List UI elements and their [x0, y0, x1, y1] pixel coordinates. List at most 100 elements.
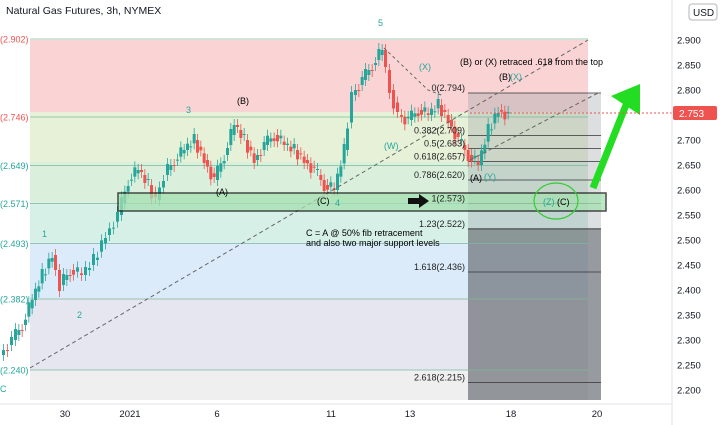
x-tick-label: 2021: [119, 409, 140, 420]
candle-body: [426, 113, 430, 115]
candle-body: [367, 70, 371, 75]
wave-x-line: [383, 47, 445, 97]
candle-body: [209, 166, 213, 180]
candle-body: [226, 148, 229, 155]
x-tick-label: 6: [214, 409, 219, 420]
candle-body: [316, 169, 319, 170]
annotation-text: (B) or (X) retraced .618 from the top: [460, 57, 603, 67]
candle-body: [272, 138, 276, 141]
candle-body: [329, 182, 333, 187]
fib-right-label: 0(2.794): [431, 83, 465, 93]
candle-body: [219, 163, 223, 172]
y-tick-label: 2.250: [677, 361, 701, 372]
candle-body: [40, 269, 44, 284]
wave-label: (X): [419, 62, 431, 72]
candle-body: [80, 273, 83, 275]
fib-right-label: 0.5(2.683): [424, 139, 465, 149]
candle-body: [133, 167, 137, 177]
green-arrow-icon: [589, 84, 640, 190]
candle-body: [54, 255, 57, 270]
candle-body: [470, 155, 473, 162]
candle-body: [76, 267, 79, 272]
candle-body: [143, 175, 147, 183]
candle-body: [256, 155, 259, 160]
candle-body: [10, 337, 13, 345]
candle-body: [486, 124, 490, 142]
candle-body: [259, 155, 263, 156]
price-tag-value: 2.753: [679, 109, 704, 120]
candle-body: [326, 185, 329, 190]
x-tick-label: 13: [405, 409, 416, 420]
wave-label: (C): [557, 197, 570, 207]
candle-body: [186, 143, 189, 150]
candle-body: [433, 111, 437, 113]
candle-body: [14, 329, 17, 340]
candle-body: [50, 258, 54, 262]
candle-body: [400, 115, 403, 117]
candle-body: [319, 175, 323, 180]
candle-body: [410, 110, 413, 120]
candle-body: [302, 156, 306, 163]
candle-body: [30, 300, 34, 309]
candle-body: [136, 170, 140, 174]
y-tick-label: 2.400: [677, 286, 701, 297]
candle-body: [446, 115, 450, 123]
y-tick-label: 2.550: [677, 211, 701, 222]
candle-body: [370, 70, 374, 71]
wave-label: (W): [384, 141, 399, 151]
fib-left-label: (2.902): [0, 35, 29, 45]
candle-body: [252, 153, 256, 163]
candle-body: [289, 146, 293, 152]
candle-body: [380, 50, 384, 55]
candle-body: [339, 166, 343, 177]
candle-body: [216, 165, 219, 180]
fib-right-label: 0.786(2.620): [414, 170, 465, 180]
candle-body: [493, 113, 497, 124]
y-tick-label: 2.650: [677, 161, 701, 172]
candle-body: [112, 227, 115, 229]
candle-body: [276, 135, 279, 142]
fib-left-label: (2.571): [0, 199, 29, 209]
candle-body: [480, 150, 483, 165]
candle-body: [229, 129, 233, 145]
candle-body: [242, 134, 246, 135]
candle-body: [346, 128, 349, 150]
black-arrow-icon: [408, 194, 429, 208]
fib-left-label: (2.240): [0, 366, 29, 376]
candle-body: [96, 257, 99, 260]
chart-title: Natural Gas Futures, 3h, NYMEX: [6, 5, 161, 17]
candle-body: [130, 179, 133, 181]
candle-body: [116, 212, 119, 222]
candle-body: [354, 90, 357, 95]
candle-body: [108, 228, 111, 235]
candle-body: [27, 302, 31, 317]
currency-box[interactable]: [688, 3, 718, 21]
wave-label: 1: [42, 229, 47, 239]
candle-body: [282, 141, 286, 145]
fib-left-label: (2.493): [0, 239, 29, 249]
wave-label: (A): [470, 173, 482, 183]
wave-labels: 1 2 3 (A) (B) (C) 4 5 (X) (W) (A) (Y) (B…: [0, 18, 570, 394]
candle-body: [232, 125, 236, 135]
candle-body: [490, 129, 493, 131]
candle-body: [100, 240, 103, 252]
candle-body: [140, 170, 143, 172]
candle-body: [453, 126, 457, 140]
candle-body: [2, 350, 5, 355]
candle-body: [269, 138, 273, 142]
wave-label: 2: [77, 310, 82, 320]
candle-body: [172, 165, 176, 166]
wave-label: (X): [510, 72, 522, 82]
candle-body: [84, 267, 87, 275]
x-tick-label: 20: [592, 409, 603, 420]
candle-body: [166, 164, 169, 175]
candle-body: [413, 113, 417, 117]
y-tick-label: 2.500: [677, 236, 701, 247]
y-tick-label: 2.200: [677, 386, 701, 397]
candle-body: [44, 274, 47, 276]
candle-body: [336, 173, 339, 190]
wave-label: 5: [378, 18, 383, 28]
y-tick-label: 2.700: [677, 136, 701, 147]
candle-body: [17, 330, 21, 335]
